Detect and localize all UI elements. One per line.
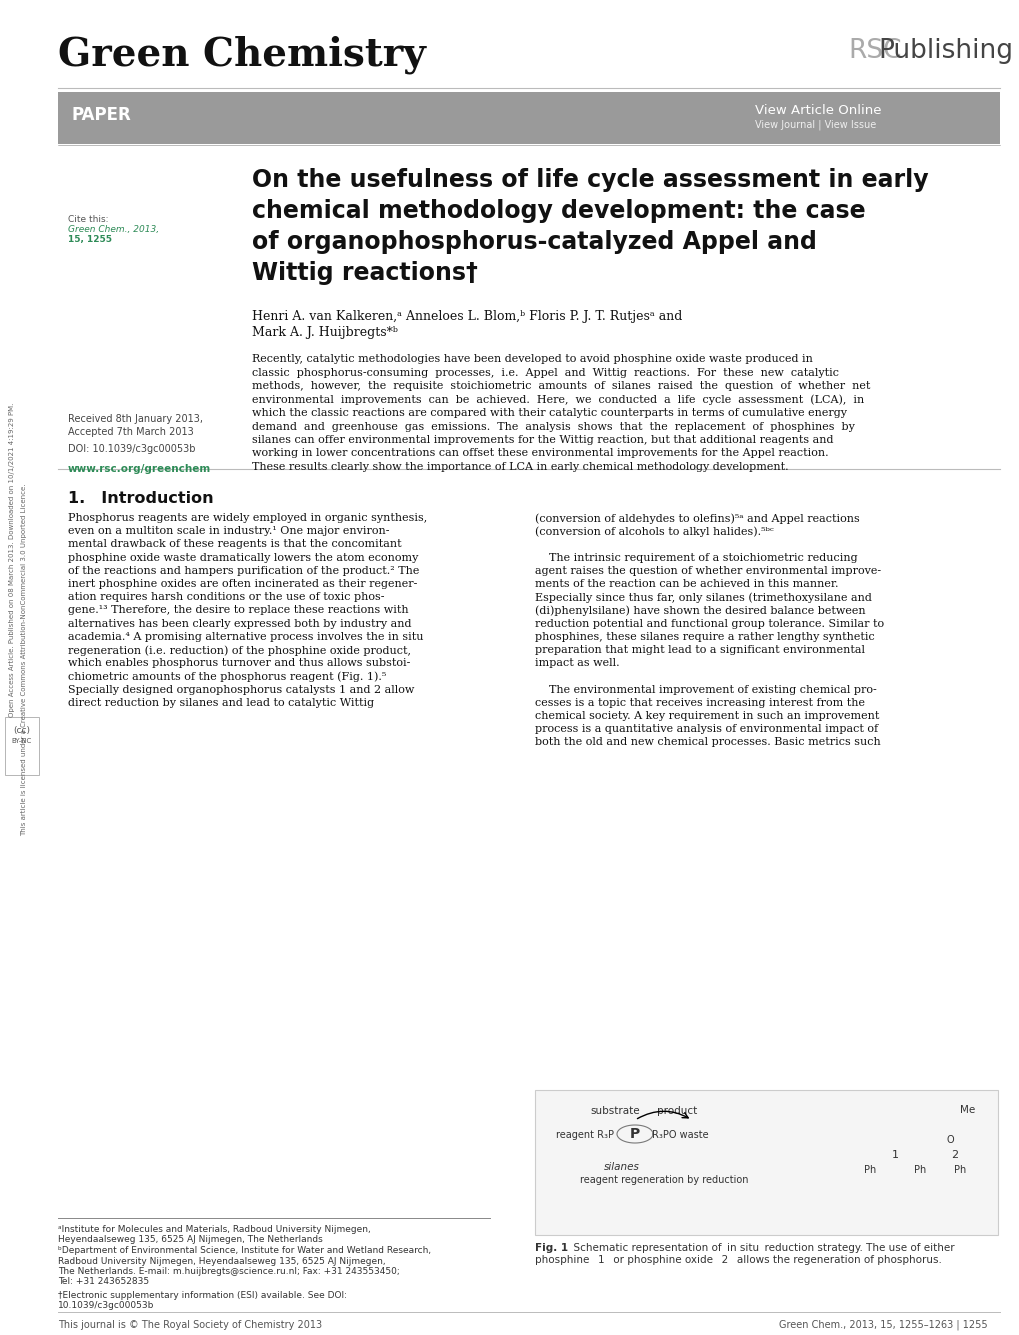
Bar: [5, 717, 39, 776]
Text: ments of the reaction can be achieved in this manner.: ments of the reaction can be achieved in…: [535, 579, 838, 589]
Text: phosphines, these silanes require a rather lengthy synthetic: phosphines, these silanes require a rath…: [535, 631, 874, 642]
Text: classic  phosphorus-consuming  processes,  i.e.  Appel  and  Wittig  reactions. : classic phosphorus-consuming processes, …: [252, 367, 839, 378]
Text: 10.1039/c3gc00053b: 10.1039/c3gc00053b: [58, 1302, 154, 1310]
Text: The intrinsic requirement of a stoichiometric reducing: The intrinsic requirement of a stoichiom…: [535, 553, 857, 562]
Text: reagent regeneration by reduction: reagent regeneration by reduction: [580, 1175, 748, 1185]
Text: On the usefulness of life cycle assessment in early: On the usefulness of life cycle assessme…: [252, 168, 927, 192]
Text: methods,  however,  the  requisite  stoichiometric  amounts  of  silanes  raised: methods, however, the requisite stoichio…: [252, 380, 869, 391]
Text: ation requires harsh conditions or the use of toxic phos-: ation requires harsh conditions or the u…: [68, 593, 384, 602]
Text: product: product: [656, 1105, 697, 1116]
Text: academia.⁴ A promising alternative process involves the in situ: academia.⁴ A promising alternative proce…: [68, 631, 423, 642]
Text: chemical methodology development: the case: chemical methodology development: the ca…: [252, 199, 865, 223]
Text: regeneration (i.e. reduction) of the phosphine oxide product,: regeneration (i.e. reduction) of the pho…: [68, 645, 411, 655]
Text: Fig. 1: Fig. 1: [535, 1243, 568, 1254]
Text: of the reactions and hampers purification of the product.² The: of the reactions and hampers purificatio…: [68, 566, 419, 575]
Text: P: P: [630, 1127, 640, 1141]
Text: phosphine oxide waste dramatically lowers the atom economy: phosphine oxide waste dramatically lower…: [68, 553, 418, 562]
Bar: [535, 1089, 997, 1235]
Text: The environmental improvement of existing chemical pro-: The environmental improvement of existin…: [535, 685, 876, 694]
Text: View Article Online: View Article Online: [754, 104, 880, 117]
Text: process is a quantitative analysis of environmental impact of: process is a quantitative analysis of en…: [535, 724, 877, 734]
Text: Wittig reactions†: Wittig reactions†: [252, 262, 478, 284]
Text: agent raises the question of whether environmental improve-: agent raises the question of whether env…: [535, 566, 880, 575]
Text: Ph: Ph: [953, 1165, 965, 1175]
Text: Ph: Ph: [863, 1165, 875, 1175]
Text: PAPER: PAPER: [72, 105, 131, 124]
Text: (di)phenylsilane) have shown the desired balance between: (di)phenylsilane) have shown the desired…: [535, 605, 865, 615]
Text: of organophosphorus-catalyzed Appel and: of organophosphorus-catalyzed Appel and: [252, 230, 816, 254]
Text: Recently, catalytic methodologies have been developed to avoid phosphine oxide w: Recently, catalytic methodologies have b…: [252, 354, 812, 364]
Text: substrate: substrate: [589, 1105, 639, 1116]
Text: Mark A. J. Huijbregts*ᵇ: Mark A. J. Huijbregts*ᵇ: [252, 326, 397, 339]
Text: www.rsc.org/greenchem: www.rsc.org/greenchem: [68, 465, 211, 474]
Text: View Journal | View Issue: View Journal | View Issue: [754, 119, 875, 129]
Text: Especially since thus far, only silanes (trimethoxysilane and: Especially since thus far, only silanes …: [535, 593, 871, 603]
Text: demand  and  greenhouse  gas  emissions.  The  analysis  shows  that  the  repla: demand and greenhouse gas emissions. The…: [252, 422, 854, 431]
Text: Ph: Ph: [913, 1165, 925, 1175]
Text: 1. Introduction: 1. Introduction: [68, 491, 213, 506]
Text: 15, 1255: 15, 1255: [68, 235, 112, 244]
Text: environmental  improvements  can  be  achieved.  Here,  we  conducted  a  life  : environmental improvements can be achiev…: [252, 395, 863, 405]
Text: impact as well.: impact as well.: [535, 658, 619, 669]
Text: 1: 1: [891, 1149, 898, 1160]
Text: which enables phosphorus turnover and thus allows substoi-: which enables phosphorus turnover and th…: [68, 658, 410, 669]
Text: Green Chem., 2013,: Green Chem., 2013,: [68, 226, 162, 234]
Text: working in lower concentrations can offset these environmental improvements for : working in lower concentrations can offs…: [252, 449, 827, 458]
Text: Tel: +31 243652835: Tel: +31 243652835: [58, 1278, 149, 1287]
Text: R₃PO waste: R₃PO waste: [651, 1129, 708, 1140]
Text: Henri A. van Kalkeren,ᵃ Anneloes L. Blom,ᵇ Floris P. J. T. Rutjesᵃ and: Henri A. van Kalkeren,ᵃ Anneloes L. Blom…: [252, 310, 682, 323]
Text: Cite this:: Cite this:: [68, 215, 111, 224]
Text: silanes can offer environmental improvements for the Wittig reaction, but that a: silanes can offer environmental improvem…: [252, 435, 833, 445]
Text: (conversion of alcohols to alkyl halides).⁵ᵇᶜ: (conversion of alcohols to alkyl halides…: [535, 526, 773, 537]
Text: Accepted 7th March 2013: Accepted 7th March 2013: [68, 427, 194, 437]
Text: cesses is a topic that receives increasing interest from the: cesses is a topic that receives increasi…: [535, 698, 864, 708]
Text: DOI: 10.1039/c3gc00053b: DOI: 10.1039/c3gc00053b: [68, 445, 196, 454]
Text: ᵇDepartment of Environmental Science, Institute for Water and Wetland Research,: ᵇDepartment of Environmental Science, In…: [58, 1246, 431, 1255]
Text: O: O: [946, 1135, 953, 1145]
Text: These results clearly show the importance of LCA in early chemical methodology d: These results clearly show the importanc…: [252, 462, 788, 473]
Text: (cc): (cc): [13, 726, 31, 736]
Text: The Netherlands. E-mail: m.huijbregts@science.ru.nl; Fax: +31 243553450;: The Netherlands. E-mail: m.huijbregts@sc…: [58, 1267, 399, 1276]
Text: reagent R₃P: reagent R₃P: [555, 1129, 613, 1140]
Text: chiometric amounts of the phosphorus reagent (Fig. 1).⁵: chiometric amounts of the phosphorus rea…: [68, 672, 386, 682]
Bar: [58, 92, 999, 144]
Text: Received 8th January 2013,: Received 8th January 2013,: [68, 414, 203, 425]
Text: Me: Me: [959, 1105, 974, 1115]
Text: mental drawback of these reagents is that the concomitant: mental drawback of these reagents is tha…: [68, 539, 401, 550]
Text: Specially designed organophosphorus catalysts 1 and 2 allow: Specially designed organophosphorus cata…: [68, 685, 414, 694]
Text: 2: 2: [951, 1149, 958, 1160]
Text: This article is licensed under a Creative Commons Attribution-NonCommercial 3.0 : This article is licensed under a Creativ…: [21, 483, 26, 836]
Text: Schematic representation of  in situ  reduction strategy. The use of either: Schematic representation of in situ redu…: [567, 1243, 954, 1254]
Text: †Electronic supplementary information (ESI) available. See DOI:: †Electronic supplementary information (E…: [58, 1291, 346, 1300]
Text: even on a multiton scale in industry.¹ One major environ-: even on a multiton scale in industry.¹ O…: [68, 526, 389, 537]
Text: Heyendaalseweg 135, 6525 AJ Nijmegen, The Netherlands: Heyendaalseweg 135, 6525 AJ Nijmegen, Th…: [58, 1235, 322, 1244]
Text: Open Access Article. Published on 08 March 2013. Downloaded on 10/1/2021 4:19:29: Open Access Article. Published on 08 Mar…: [9, 403, 15, 717]
Text: This journal is © The Royal Society of Chemistry 2013: This journal is © The Royal Society of C…: [58, 1320, 322, 1330]
Text: chemical society. A key requirement in such an improvement: chemical society. A key requirement in s…: [535, 712, 878, 721]
Text: alternatives has been clearly expressed both by industry and: alternatives has been clearly expressed …: [68, 618, 411, 629]
Text: Green Chem., 2013, 15, 1255–1263 | 1255: Green Chem., 2013, 15, 1255–1263 | 1255: [779, 1320, 987, 1331]
Text: phosphine   1   or phosphine oxide   2   allows the regeneration of phosphorus.: phosphine 1 or phosphine oxide 2 allows …: [535, 1255, 941, 1266]
Text: reduction potential and functional group tolerance. Similar to: reduction potential and functional group…: [535, 618, 883, 629]
Text: Green Chemistry: Green Chemistry: [58, 35, 426, 73]
Text: both the old and new chemical processes. Basic metrics such: both the old and new chemical processes.…: [535, 737, 879, 748]
Text: Radboud University Nijmegen, Heyendaalseweg 135, 6525 AJ Nijmegen,: Radboud University Nijmegen, Heyendaalse…: [58, 1256, 385, 1266]
Text: (conversion of aldehydes to olefins)⁵ᵃ and Appel reactions: (conversion of aldehydes to olefins)⁵ᵃ a…: [535, 513, 859, 523]
Text: gene.¹³ Therefore, the desire to replace these reactions with: gene.¹³ Therefore, the desire to replace…: [68, 605, 409, 615]
Text: which the classic reactions are compared with their catalytic counterparts in te: which the classic reactions are compared…: [252, 409, 846, 418]
Text: BY-NC: BY-NC: [12, 738, 32, 744]
Text: Publishing: Publishing: [877, 37, 1012, 64]
Text: ᵃInstitute for Molecules and Materials, Radboud University Nijmegen,: ᵃInstitute for Molecules and Materials, …: [58, 1226, 370, 1234]
Text: preparation that might lead to a significant environmental: preparation that might lead to a signifi…: [535, 645, 864, 655]
Text: inert phosphine oxides are often incinerated as their regener-: inert phosphine oxides are often inciner…: [68, 579, 417, 589]
Text: Phosphorus reagents are widely employed in organic synthesis,: Phosphorus reagents are widely employed …: [68, 513, 427, 523]
Text: silanes: silanes: [603, 1161, 639, 1172]
Text: RSC: RSC: [847, 37, 901, 64]
Text: direct reduction by silanes and lead to catalytic Wittig: direct reduction by silanes and lead to …: [68, 698, 374, 708]
